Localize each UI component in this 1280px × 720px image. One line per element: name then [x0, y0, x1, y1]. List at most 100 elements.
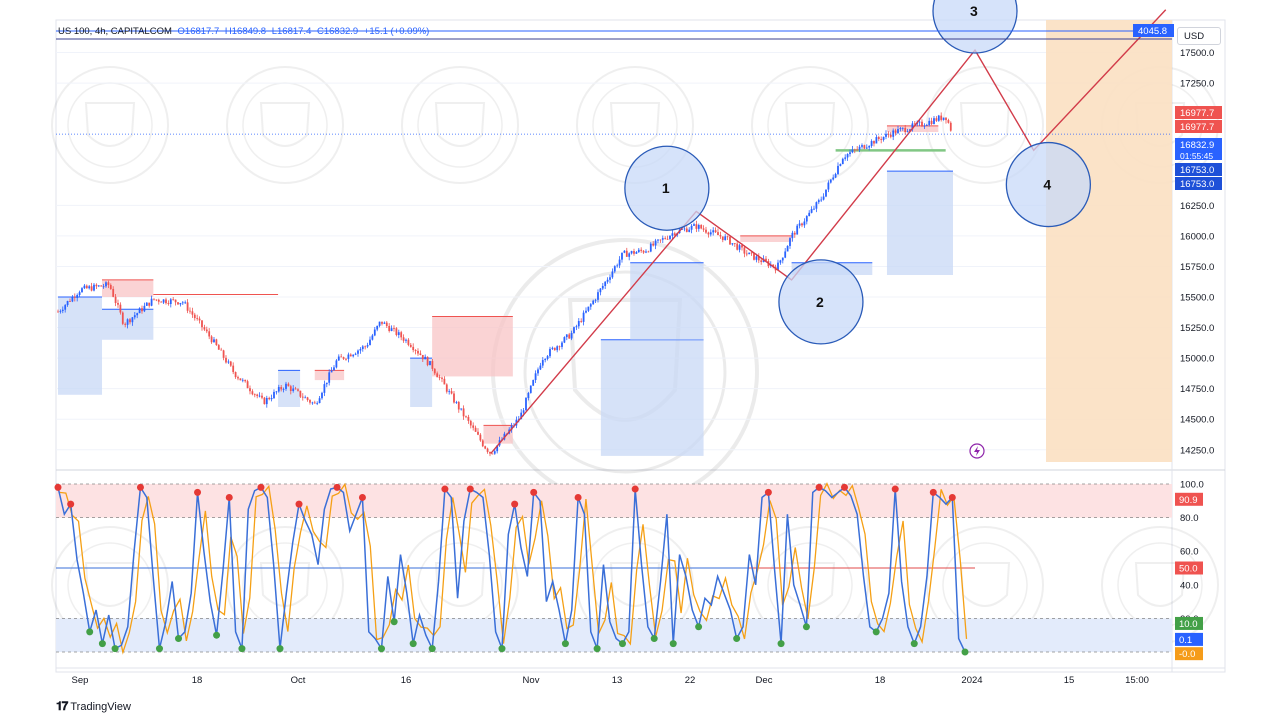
candle-body — [131, 317, 134, 323]
candle-body — [853, 149, 856, 151]
candle-body — [129, 319, 131, 323]
candle-body — [239, 378, 242, 381]
candle-body — [97, 285, 100, 287]
candle-body — [191, 311, 194, 315]
candle-body — [909, 129, 911, 132]
stoch-overbought-dot — [948, 493, 956, 501]
time-tick-label: 13 — [612, 675, 623, 686]
candle-body — [491, 453, 494, 455]
candle-body — [102, 286, 105, 288]
candle-body — [820, 199, 823, 201]
candle-body — [237, 377, 239, 379]
stoch-level-label-bg — [1175, 492, 1203, 506]
candle-body — [282, 388, 285, 390]
candle-body — [349, 354, 352, 357]
price-tick-label: 16250.0 — [1180, 201, 1214, 212]
candle-body — [421, 354, 424, 360]
currency-button[interactable]: USD — [1177, 27, 1221, 45]
candle-body — [520, 412, 523, 420]
candle-body — [925, 125, 928, 126]
candle-body — [659, 239, 662, 241]
candle-body — [942, 117, 945, 120]
candle-body — [258, 395, 261, 397]
candle-body — [707, 232, 710, 235]
price-tick-label: 15000.0 — [1180, 354, 1214, 365]
candle-body — [189, 310, 191, 312]
stoch-oversold-dot — [872, 628, 880, 636]
time-tick-label: 15 — [1064, 675, 1075, 686]
price-label: 16977.7 — [1180, 108, 1214, 119]
candle-body — [702, 228, 705, 230]
candle-body — [937, 115, 940, 121]
candle-body — [385, 322, 388, 326]
candle-body — [66, 301, 69, 306]
time-tick-label: Nov — [523, 675, 540, 686]
candle-body — [832, 177, 835, 180]
tradingview-logo: 𝟏𝟕 TradingView — [56, 699, 131, 714]
candle-body — [906, 131, 909, 133]
candle-body — [246, 381, 249, 389]
candle-body — [589, 304, 592, 307]
candle-body — [109, 284, 112, 289]
candle-body — [431, 361, 434, 369]
demand-zone — [410, 358, 433, 407]
candle-body — [143, 305, 146, 312]
stoch-level-label: 90.9 — [1179, 495, 1198, 506]
candle-body — [649, 243, 652, 252]
candle-body — [467, 416, 470, 421]
stoch-tick-label: 40.0 — [1180, 580, 1199, 591]
stoch-tick-label: 100.0 — [1180, 480, 1204, 491]
candle-body — [119, 304, 122, 313]
candle-body — [373, 329, 376, 336]
candle-body — [381, 321, 383, 324]
candle-body — [184, 302, 187, 304]
candle-body — [736, 243, 739, 250]
price-label: 16832.9 — [1180, 140, 1214, 151]
candle-body — [798, 223, 801, 226]
candle-body — [539, 365, 542, 370]
wave-label-3: 3 — [970, 3, 978, 19]
candle-body — [481, 440, 484, 447]
candle-body — [563, 337, 566, 343]
stoch-oversold-dot — [428, 645, 436, 653]
candle-body — [666, 238, 669, 240]
candle-body — [616, 265, 619, 267]
candle-body — [208, 331, 211, 337]
candle-body — [371, 335, 374, 340]
candle-body — [851, 149, 854, 153]
candle-body — [220, 349, 223, 351]
candle-body — [813, 208, 815, 210]
candle-body — [573, 327, 575, 334]
candle-body — [525, 397, 527, 411]
stoch-overbought-dot — [631, 485, 639, 493]
candle-body — [193, 314, 196, 319]
candle-body — [486, 448, 489, 452]
candle-body — [323, 384, 326, 393]
candle-body — [328, 372, 331, 383]
stoch-level-label-bg — [1175, 647, 1203, 661]
candle-body — [462, 408, 465, 417]
watermark-ring — [401, 66, 519, 184]
candle-body — [318, 398, 321, 404]
candle-body — [553, 347, 556, 351]
candle-body — [606, 279, 609, 282]
candle-body — [261, 395, 263, 398]
wave-circle-3 — [932, 0, 1018, 54]
stoch-oversold-dot — [111, 645, 119, 653]
candle-body — [743, 247, 746, 254]
candle-body — [642, 250, 645, 253]
candle-body — [640, 249, 643, 251]
candle-body — [455, 402, 458, 403]
candle-body — [378, 321, 381, 326]
candle-body — [253, 394, 256, 396]
stoch-overbought-dot — [815, 483, 823, 491]
candle-body — [755, 256, 758, 260]
candle-body — [229, 361, 232, 366]
candle-body — [325, 382, 328, 385]
stoch-overbought-dot — [441, 485, 449, 493]
candle-body — [59, 310, 62, 312]
candle-body — [877, 137, 880, 140]
stoch-oversold-dot — [561, 640, 569, 648]
candle-body — [695, 224, 698, 229]
